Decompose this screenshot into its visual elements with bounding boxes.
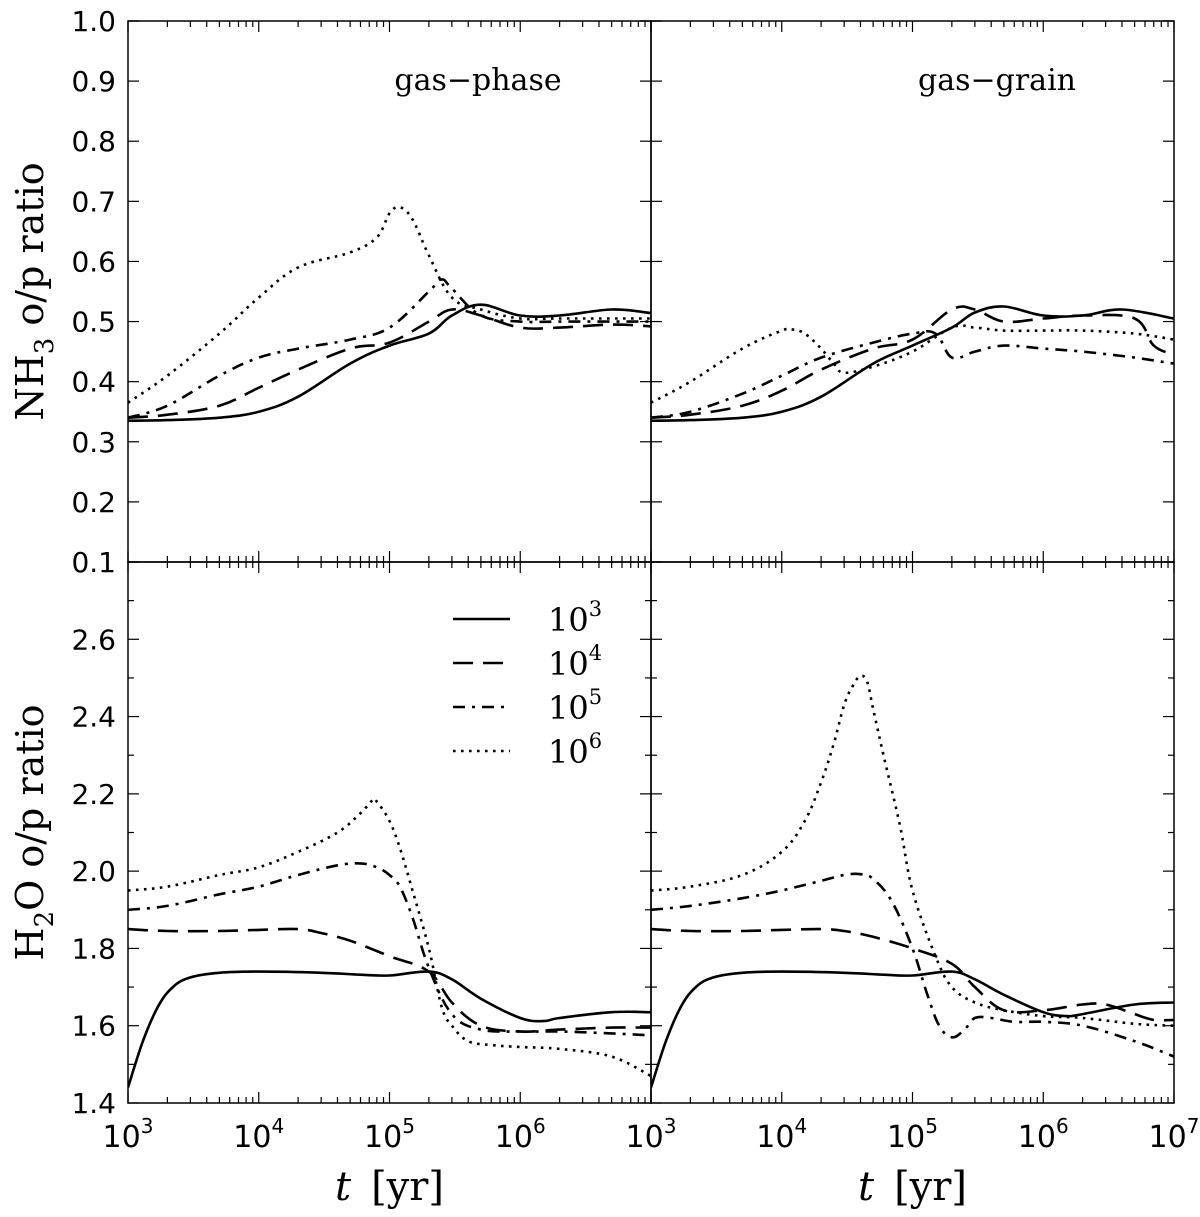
legend-label: 106	[548, 729, 602, 771]
x-tick-label: 103	[103, 1114, 154, 1155]
y-tick-label: 1.0	[71, 5, 116, 38]
y-axis-label: H2O o/p ratio	[8, 704, 60, 960]
legend-label: 105	[548, 685, 602, 727]
x-tick-label: 104	[756, 1114, 807, 1155]
y-tick-label: 2.2	[71, 778, 116, 811]
y-tick-label: 0.3	[71, 426, 116, 459]
series-line-dotted	[651, 674, 1174, 1027]
series-line-dashdot	[128, 861, 651, 1037]
series-line-dashed	[651, 927, 1174, 1022]
panel-curves	[651, 305, 1174, 422]
x-tick-label: 106	[495, 1114, 546, 1155]
y-tick-label: 0.8	[71, 125, 116, 158]
series-line-dotted	[128, 205, 651, 404]
x-axis-label: t [yr]	[858, 1164, 967, 1210]
y-axis-label: NH3 o/p ratio	[8, 162, 60, 420]
y-tick-label: 0.4	[71, 366, 116, 399]
y-tick-label: 2.6	[71, 623, 116, 656]
panel-curves	[651, 674, 1174, 1088]
y-tick-label: 0.5	[71, 306, 116, 339]
y-tick-label: 0.1	[71, 546, 116, 579]
panel-label: gas−phase	[394, 63, 561, 98]
text-layer: 0.1 0.2 0.3 0.4 0.5 0.6 0.7 0.8 0.9 1.0 1.4 1.6 1.8 2…	[8, 5, 1199, 1210]
panel-curves	[128, 797, 651, 1088]
curves-layer	[128, 205, 1174, 1088]
ticks-layer	[127, 20, 1175, 1104]
y-tick-label: 0.6	[71, 245, 116, 278]
y-tick-label: 1.8	[71, 932, 116, 965]
y-tick-label: 0.2	[71, 486, 116, 519]
series-line-solid	[128, 303, 651, 422]
x-axis-label: t [yr]	[335, 1164, 444, 1210]
series-line-dashed	[651, 305, 1174, 419]
series-line-dashdot	[128, 278, 651, 419]
legend-label: 103	[548, 597, 602, 639]
series-line-dashdot	[651, 872, 1174, 1058]
x-tick-label: 105	[364, 1114, 415, 1155]
panel-label: gas−grain	[918, 63, 1076, 98]
panel-curves	[128, 205, 651, 422]
y-tick-label: 1.6	[71, 1010, 116, 1043]
series-line-dashed	[128, 308, 651, 419]
legend-label: 104	[548, 641, 602, 683]
x-tick-label: 105	[887, 1114, 938, 1155]
x-tick-label: 107	[1149, 1114, 1200, 1155]
series-line-dotted	[128, 797, 651, 1078]
y-tick-label: 0.9	[71, 65, 116, 98]
y-tick-label: 2.0	[71, 855, 116, 888]
y-tick-label: 1.4	[71, 1087, 116, 1120]
y-tick-label: 0.7	[71, 185, 116, 218]
series-line-dashdot	[651, 329, 1174, 419]
x-tick-label: 106	[1018, 1114, 1069, 1155]
x-tick-label: 103	[626, 1114, 677, 1155]
y-tick-label: 2.4	[71, 701, 116, 734]
x-tick-label: 104	[233, 1114, 284, 1155]
series-line-solid	[128, 970, 651, 1088]
